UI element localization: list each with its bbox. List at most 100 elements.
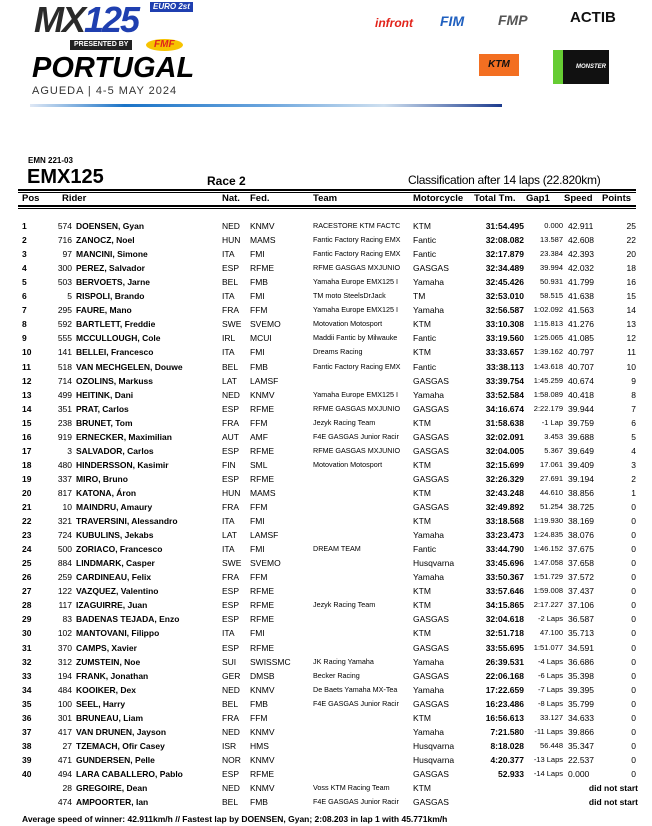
team-cell: De Baets Yamaha MX-Tea	[313, 684, 398, 694]
points-cell: 7	[631, 403, 636, 414]
total-time-cell: 34:15.865	[485, 600, 524, 611]
number-cell: 10	[62, 502, 72, 512]
motorcycle-cell: GASGAS	[413, 431, 449, 442]
team-cell: Fantic Factory Racing EMX	[313, 249, 401, 259]
fim-logo: FIM	[440, 13, 465, 29]
speed-cell: 38.856	[568, 487, 594, 498]
status-cell: did not start	[588, 797, 638, 808]
fed-cell: LAMSF	[250, 375, 279, 386]
speed-cell: 40.418	[568, 389, 594, 400]
team-cell: RFME GASGAS MXJUNIO	[313, 403, 401, 413]
points-cell: 14	[626, 305, 636, 316]
table-row: 5 503 BERVOETS, Jarne BEL FMB Yamaha Europe E…	[0, 276, 652, 290]
total-time-cell: 32:04.618	[485, 614, 524, 625]
number-cell: 555	[57, 333, 72, 344]
points-cell: 18	[626, 263, 636, 274]
points-cell: 0	[631, 754, 636, 765]
pos-cell: 8	[22, 319, 27, 330]
rider-cell: TZEMACH, Ofir Casey	[76, 740, 165, 751]
speed-cell: 22.537	[568, 754, 594, 765]
fed-cell: RFME	[250, 445, 275, 456]
gap-cell: 2:22.179	[533, 403, 563, 413]
table-row: 7 295 FAURE, Mano FRA FFM Yamaha Europe EMX12…	[0, 304, 652, 318]
motorcycle-cell: KTM	[413, 783, 431, 793]
nat-cell: ESP	[222, 263, 240, 274]
points-cell: 0	[631, 670, 636, 681]
motorcycle-cell: KTM	[413, 712, 431, 723]
table-row: 22 321 TRAVERSINI, Alessandro ITA FMI KTM 33:1…	[0, 515, 652, 529]
pos-cell: 23	[22, 530, 32, 541]
pos-cell: 12	[22, 375, 32, 386]
gap-cell: -4 Laps	[537, 656, 563, 666]
speed-cell: 42.911	[568, 221, 594, 231]
number-cell: 141	[57, 347, 72, 358]
pos-cell: 16	[22, 431, 32, 442]
number-cell: 471	[57, 754, 72, 765]
motorcycle-cell: KTM	[413, 417, 431, 428]
nat-cell: LAT	[222, 530, 237, 541]
number-cell: 194	[57, 670, 72, 681]
speed-cell: 37.675	[568, 544, 594, 555]
pos-cell: 1	[22, 221, 27, 231]
fed-cell: FFM	[250, 572, 268, 583]
gap-cell: 58.515	[540, 291, 563, 301]
rider-cell: IZAGUIRRE, Juan	[76, 600, 148, 611]
motorcycle-cell: KTM	[413, 600, 431, 611]
nat-cell: BEL	[222, 797, 239, 808]
speed-cell: 36.686	[568, 656, 594, 667]
table-row: 39 471 GUNDERSEN, Pelle NOR KNMV Husqvarna 4:2…	[0, 754, 652, 768]
number-cell: 321	[57, 516, 72, 527]
speed-cell: 38.076	[568, 530, 594, 541]
number-cell: 714	[57, 375, 72, 386]
number-cell: 500	[57, 544, 72, 555]
col-gap: Gap1	[526, 193, 550, 204]
gap-cell: 56.448	[540, 740, 563, 750]
rider-cell: HINDERSSON, Kasimir	[76, 459, 169, 470]
total-time-cell: 34:16.674	[485, 403, 524, 414]
table-row: 16 919 ERNECKER, Maximilian AUT AMF F4E GASGA…	[0, 431, 652, 445]
total-time-cell: 7:21.580	[490, 726, 524, 737]
points-cell: 8	[631, 389, 636, 400]
fed-cell: SVEMO	[250, 319, 281, 330]
motorcycle-cell: Yamaha	[413, 389, 445, 400]
rider-cell: VAN MECHGELEN, Douwe	[76, 361, 183, 372]
number-cell: 494	[57, 768, 72, 779]
speed-cell: 41.563	[568, 305, 594, 316]
total-time-cell: 33:44.790	[485, 544, 524, 555]
motorcycle-cell: KTM	[413, 628, 431, 639]
speed-cell: 37.658	[568, 558, 594, 569]
pos-cell: 31	[22, 642, 32, 653]
team-cell: Yamaha Europe EMX125 I	[313, 305, 398, 315]
speed-cell: 38.169	[568, 516, 594, 527]
motorcycle-cell: KTM	[413, 319, 431, 330]
number-cell: 28	[62, 783, 72, 793]
rider-cell: OZOLINS, Markuss	[76, 375, 153, 386]
number-cell: 259	[57, 572, 72, 583]
table-row: 30 102 MANTOVANI, Filippo ITA FMI KTM 32:51.71…	[0, 627, 652, 641]
fed-cell: LAMSF	[250, 530, 279, 541]
motorcycle-cell: Husqvarna	[413, 754, 455, 765]
points-cell: 0	[631, 516, 636, 527]
total-time-cell: 52.933	[498, 768, 524, 779]
total-time-cell: 33:33.657	[485, 347, 524, 358]
points-cell: 0	[631, 600, 636, 611]
points-cell: 12	[626, 333, 636, 344]
table-row: 40 494 LARA CABALLERO, Pablo ESP RFME GASGAS 5…	[0, 768, 652, 782]
ktm-logo: KTM	[479, 54, 519, 76]
speed-cell: 37.572	[568, 572, 594, 583]
gap-cell: 1:02.092	[533, 305, 563, 315]
team-cell: F4E GASGAS Junior Racir	[313, 797, 399, 807]
speed-cell: 0.000	[568, 768, 590, 779]
nat-cell: ESP	[222, 600, 240, 611]
motorcycle-cell: GASGAS	[413, 642, 449, 653]
gap-cell: 3.453	[544, 431, 563, 441]
number-cell: 97	[62, 249, 72, 260]
fed-cell: MCUI	[250, 333, 272, 344]
rider-cell: BARTLETT, Freddie	[76, 319, 156, 330]
total-time-cell: 33:19.560	[485, 333, 524, 344]
table-row: 13 499 HEITINK, Dani NED KNMV Yamaha Europe E…	[0, 389, 652, 403]
nat-cell: SWE	[222, 319, 242, 330]
fed-cell: KNMV	[250, 754, 275, 765]
gap-cell: 13.587	[540, 235, 563, 245]
pos-cell: 22	[22, 516, 32, 527]
